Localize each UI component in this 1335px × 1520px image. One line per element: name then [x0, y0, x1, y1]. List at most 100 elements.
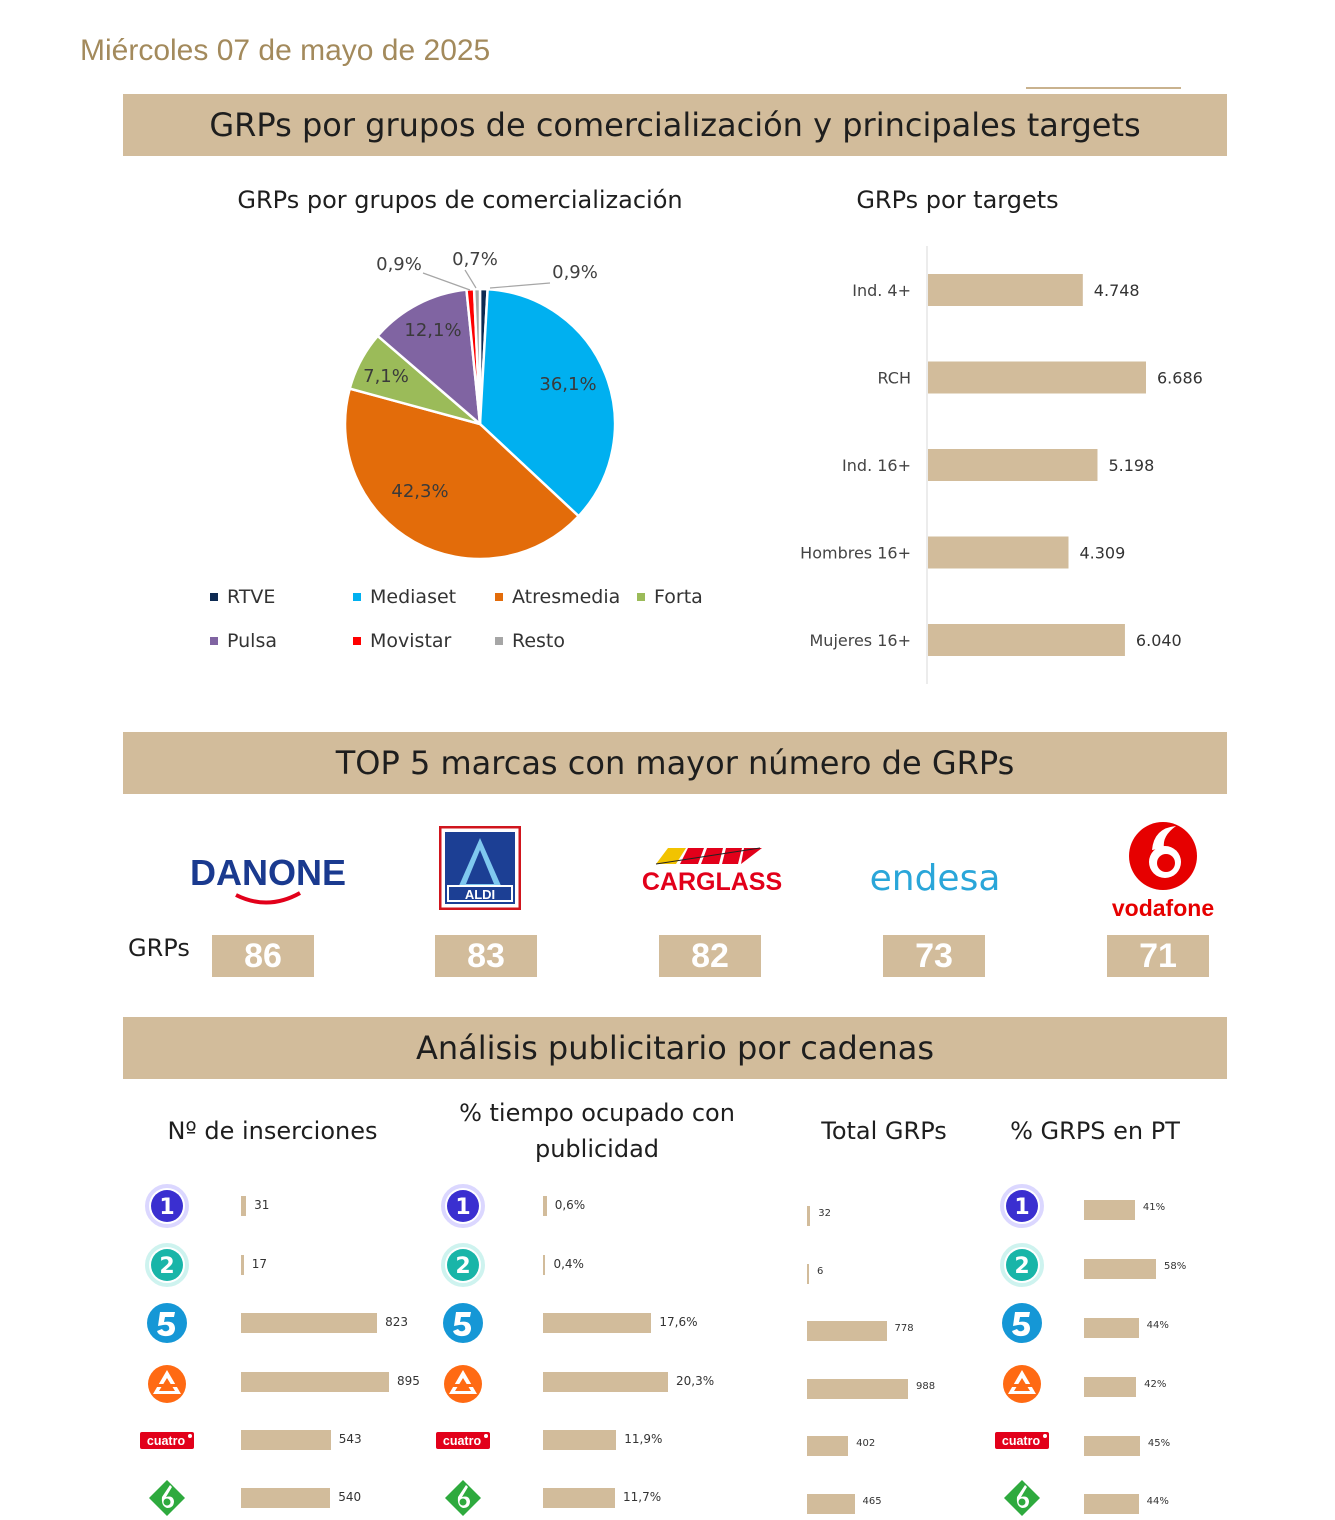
legend-swatch [495, 637, 503, 645]
pie-data-label: 12,1% [404, 320, 461, 341]
channel-value-label: 465 [862, 1496, 882, 1507]
svg-text:cuatro: cuatro [147, 1434, 186, 1448]
channel-logo-antena3 [137, 1360, 197, 1404]
channel-bar [543, 1255, 546, 1275]
svg-text:cuatro: cuatro [443, 1434, 482, 1448]
brand-grps-value: 71 [1107, 935, 1209, 977]
legend-label: Forta [654, 586, 703, 608]
legend-item-atresmedia: Atresmedia [495, 586, 637, 608]
pie-data-label: 42,3% [391, 481, 448, 502]
target-value-label: 6.040 [1136, 631, 1182, 650]
channel-logo-la2: 2 [137, 1243, 197, 1287]
target-value-label: 6.686 [1157, 369, 1203, 388]
channel-logo-cuatro: cuatro [992, 1418, 1052, 1462]
channel-value-label: 543 [338, 1432, 362, 1446]
channel-value-label: 20,3% [676, 1374, 715, 1388]
legend-label: Atresmedia [512, 586, 621, 608]
channel-bar [241, 1313, 378, 1333]
pie-leader-line [422, 272, 471, 291]
channel-value-label: 17,6% [659, 1315, 698, 1329]
channel-bar [807, 1206, 811, 1226]
pie-slice-pulsa [375, 288, 482, 427]
svg-text:CARGLASS: CARGLASS [642, 868, 782, 896]
pie-chart: 0,9% 36,1% 42,3% 7,1% 12,1% 0,9% 0,7% [343, 249, 617, 561]
legend-swatch [353, 593, 361, 601]
channel-logo-la1: 1 [992, 1184, 1052, 1228]
col-total-grps-title: Total GRPs [821, 1117, 947, 1145]
header-rule [1026, 87, 1181, 89]
channel-logo-la2: 2 [433, 1243, 493, 1287]
svg-text:1: 1 [159, 1195, 174, 1220]
channel-bar [241, 1430, 331, 1450]
brand-grps-value: 82 [659, 935, 761, 977]
vodafone-logo: vodafone [1098, 818, 1228, 923]
section-title-grps: GRPs por grupos de comercialización y pr… [123, 94, 1227, 156]
channel-logo-telecinco [992, 1301, 1052, 1345]
channel-logo-la1: 1 [433, 1184, 493, 1228]
channel-bar [543, 1313, 652, 1333]
target-category-label: Mujeres 16+ [810, 631, 912, 650]
legend-swatch [210, 593, 218, 601]
channel-logo-antena3 [433, 1360, 493, 1404]
legend-label: Pulsa [227, 630, 277, 652]
aldi-logo: ALDI [438, 825, 522, 911]
channel-value-label: 41% [1142, 1202, 1166, 1213]
channel-value-label: 11,7% [623, 1490, 662, 1504]
svg-text:1: 1 [455, 1195, 470, 1220]
channel-value-label: 44% [1146, 1320, 1169, 1331]
pie-slice-atresmedia [343, 387, 581, 561]
col-tiempo-title-line2: publicidad [534, 1135, 660, 1163]
channel-bar [241, 1372, 389, 1392]
svg-text:vodafone: vodafone [1112, 895, 1214, 921]
channel-bar [807, 1494, 855, 1514]
channel-value-label: 778 [894, 1323, 914, 1334]
legend-label: Mediaset [370, 586, 457, 608]
channel-value-label: 45% [1147, 1438, 1171, 1449]
legend-item-movistar: Movistar [353, 630, 495, 652]
brand-grps-value: 73 [883, 935, 985, 977]
target-bar [928, 449, 1098, 481]
channel-bar [1084, 1494, 1139, 1514]
endesa-logo: endesa [850, 850, 1020, 905]
channel-value-label: 44% [1146, 1496, 1169, 1507]
target-category-label: Ind. 16+ [842, 456, 911, 475]
channel-value-label: 31 [254, 1198, 270, 1212]
channel-value-label: 0,6% [554, 1198, 586, 1212]
svg-text:1: 1 [1014, 1195, 1029, 1220]
channel-bar [543, 1488, 616, 1508]
target-value-label: 4.309 [1079, 544, 1125, 563]
legend-swatch [637, 593, 645, 601]
col-tiempo-title-line1: % tiempo ocupado con [459, 1099, 735, 1127]
channel-logo-lasexta [433, 1476, 493, 1520]
target-category-label: Ind. 4+ [852, 281, 911, 300]
pie-data-label: 0,9% [376, 254, 422, 275]
legend-label: Resto [512, 630, 566, 652]
pie-chart-title: GRPs por grupos de comercialización [237, 186, 683, 214]
grps-row-label: GRPs [128, 934, 190, 962]
channel-bar [241, 1196, 247, 1216]
target-bar [928, 274, 1083, 306]
target-bar [928, 536, 1069, 569]
target-category-label: Hombres 16+ [800, 544, 911, 563]
legend-item-mediaset: Mediaset [353, 586, 495, 608]
pie-leader-line [464, 269, 477, 289]
section-title-cadenas: Análisis publicitario por cadenas [123, 1017, 1227, 1079]
channel-value-label: 988 [916, 1381, 936, 1392]
pie-legend: RTVE Mediaset Atresmedia Forta Pulsa Movistar… [210, 586, 750, 652]
svg-text:endesa: endesa [870, 858, 1001, 899]
pie-data-label: 0,9% [552, 262, 598, 283]
target-value-label: 4.748 [1094, 281, 1140, 300]
channel-logo-antena3 [992, 1360, 1052, 1404]
channel-bar [1084, 1200, 1135, 1220]
svg-text:2: 2 [455, 1254, 470, 1279]
channel-bar [543, 1196, 547, 1216]
pie-data-label: 36,1% [539, 374, 596, 395]
section-title-top5: TOP 5 marcas con mayor número de GRPs [123, 732, 1227, 794]
legend-item-forta: Forta [637, 586, 757, 608]
channel-value-label: 823 [385, 1315, 408, 1329]
channel-logo-la2: 2 [992, 1243, 1052, 1287]
channel-value-label: 895 [397, 1374, 420, 1388]
legend-label: Movistar [370, 630, 452, 652]
pie-data-label: 0,7% [452, 249, 498, 270]
channel-value-label: 17 [251, 1257, 268, 1271]
